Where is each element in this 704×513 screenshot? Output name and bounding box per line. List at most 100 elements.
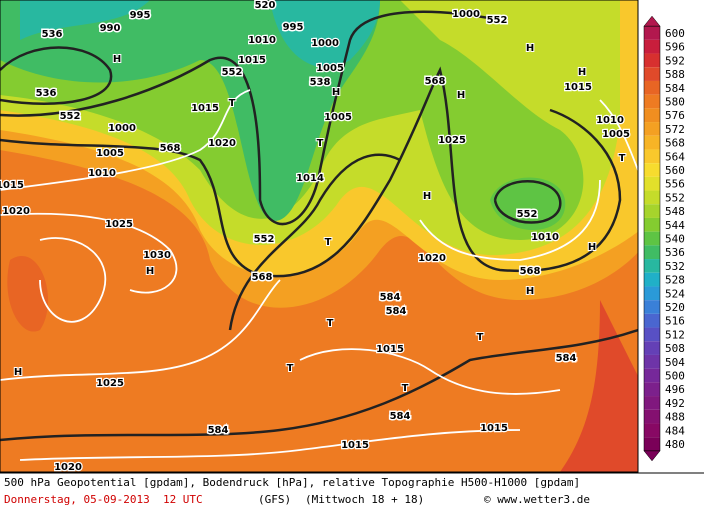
contour-label: 1000 xyxy=(311,38,339,49)
caption-line: 500 hPa Geopotential [gpdam], Bodendruck… xyxy=(4,476,580,489)
contour-label: 552 xyxy=(517,209,538,220)
pressure-center: H xyxy=(332,87,340,98)
colorbar-label: 536 xyxy=(665,246,685,259)
color-swatch xyxy=(644,286,660,301)
colorbar-label: 600 xyxy=(665,27,685,40)
color-swatch xyxy=(644,396,660,410)
color-swatch xyxy=(644,67,660,81)
colorbar-label: 576 xyxy=(665,109,685,122)
colorbar-label: 540 xyxy=(665,233,685,246)
contour-label: 584 xyxy=(556,353,577,364)
colorbar-label: 500 xyxy=(665,370,685,383)
map-labels: 536 990 995 520 995 1010 1000 1015 552 538 1005 H 53… xyxy=(0,0,631,474)
caption-model: (GFS) xyxy=(258,493,291,506)
color-swatch xyxy=(644,176,660,191)
color-swatch xyxy=(644,135,660,150)
contour-label: 1030 xyxy=(143,250,171,261)
colorbar-label: 560 xyxy=(665,164,685,177)
colorbar-label: 568 xyxy=(665,137,685,150)
colorbar: 6005965925885845805765725685645605565525… xyxy=(643,15,685,462)
contour-label: 568 xyxy=(252,272,273,283)
contour-label: 1010 xyxy=(88,168,116,179)
color-swatch xyxy=(644,272,660,287)
colorbar-top-arrow xyxy=(643,15,661,27)
color-swatch xyxy=(644,108,660,123)
color-swatch xyxy=(644,122,660,136)
contour-label: 552 xyxy=(222,67,243,78)
colorbar-label: 580 xyxy=(665,96,685,109)
contour-label: 552 xyxy=(60,111,81,122)
contour-label: 538 xyxy=(310,77,331,88)
contour-label: 1015 xyxy=(480,423,508,434)
color-swatch xyxy=(644,53,660,68)
pressure-center: H xyxy=(457,90,465,101)
pressure-center: H xyxy=(14,367,22,378)
contour-label: 584 xyxy=(380,292,401,303)
colorbar-label: 584 xyxy=(665,82,685,95)
colorbar-label: 528 xyxy=(665,274,685,287)
color-swatch xyxy=(644,26,660,40)
pressure-center: H xyxy=(578,67,586,78)
color-swatch xyxy=(644,354,660,369)
color-swatch xyxy=(644,245,660,260)
contour-label: 1025 xyxy=(96,378,124,389)
contour-label: 1020 xyxy=(2,206,30,217)
colorbar-label: 516 xyxy=(665,315,685,328)
contour-label: 1014 xyxy=(296,173,324,184)
contour-label: 1020 xyxy=(418,253,446,264)
contour-label: 1000 xyxy=(108,123,136,134)
contour-label: 1015 xyxy=(0,180,24,191)
color-swatch xyxy=(644,163,660,177)
color-swatch xyxy=(644,39,660,54)
map-frame xyxy=(0,0,639,473)
colorbar-label: 596 xyxy=(665,41,685,54)
pressure-center: T xyxy=(619,153,626,164)
caption-source: © www.wetter3.de xyxy=(484,493,590,506)
colorbar-label: 524 xyxy=(665,287,685,300)
color-swatch xyxy=(644,231,660,246)
pressure-isobars xyxy=(0,89,638,461)
colorbar-bottom-arrow xyxy=(643,450,661,462)
color-swatch xyxy=(644,409,660,424)
contour-label: 536 xyxy=(36,88,57,99)
pressure-center: H xyxy=(146,266,154,277)
map-field xyxy=(0,0,638,472)
contour-label: 536 xyxy=(42,29,63,40)
contour-label: 995 xyxy=(283,22,304,33)
color-swatch xyxy=(644,313,660,328)
pressure-center: T xyxy=(317,138,324,149)
colorbar-label: 508 xyxy=(665,342,685,355)
contour-label: 995 xyxy=(130,10,151,21)
contour-label: 520 xyxy=(255,0,276,11)
contour-label: 990 xyxy=(100,23,121,34)
contour-label: 1000 xyxy=(452,9,480,20)
color-swatch xyxy=(644,300,660,314)
colorbar-label: 488 xyxy=(665,411,685,424)
contour-label: 1025 xyxy=(438,135,466,146)
colorbar-label: 520 xyxy=(665,301,685,314)
contour-label: 1005 xyxy=(602,129,630,140)
contour-label: 1025 xyxy=(105,219,133,230)
colorbar-frame xyxy=(643,25,661,452)
color-swatch xyxy=(644,190,660,205)
colorbar-label: 564 xyxy=(665,150,685,163)
contour-label: 1005 xyxy=(324,112,352,123)
contour-label: 1020 xyxy=(208,138,236,149)
colorbar-label: 548 xyxy=(665,205,685,218)
colorbar-label: 592 xyxy=(665,54,685,67)
color-swatch xyxy=(644,382,660,397)
contour-label: 568 xyxy=(425,76,446,87)
pressure-center: H xyxy=(526,286,534,297)
colorbar-label: 496 xyxy=(665,383,685,396)
contour-label: 1015 xyxy=(564,82,592,93)
color-swatch xyxy=(644,204,660,218)
contour-label: 552 xyxy=(254,234,275,245)
contour-label: 568 xyxy=(520,266,541,277)
colorbar-label: 532 xyxy=(665,260,685,273)
color-swatch xyxy=(644,423,660,438)
color-swatch xyxy=(644,437,660,451)
color-swatch xyxy=(644,80,660,95)
contour-label: 1005 xyxy=(96,148,124,159)
contour-label: 568 xyxy=(160,143,181,154)
